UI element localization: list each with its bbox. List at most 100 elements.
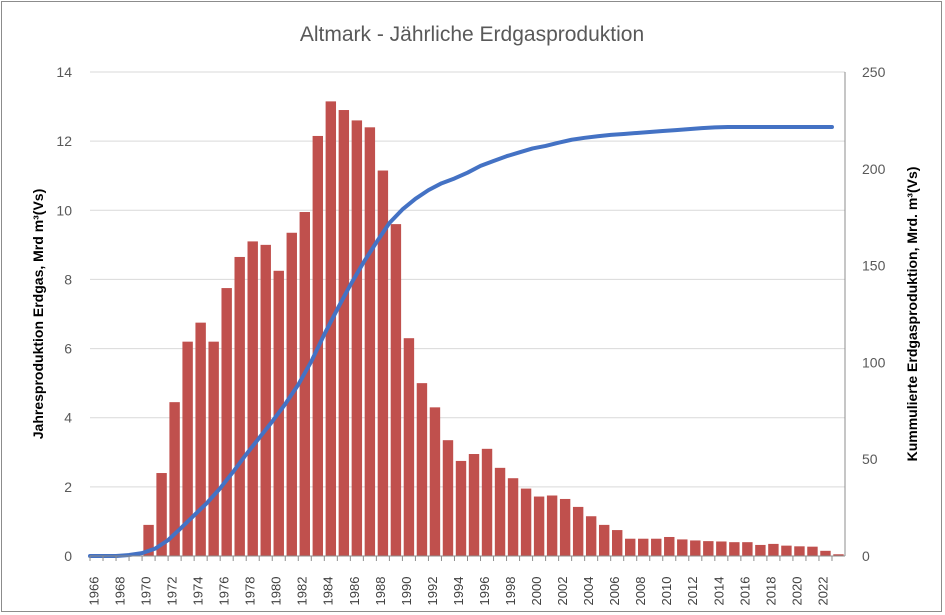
left-tick-label: 2: [64, 479, 72, 495]
left-axis-title: Jahresproduktion Erdgas, Mrd m³(Vs): [30, 189, 46, 439]
right-axis-ticks: 0 50 100 150 200 250: [862, 64, 886, 564]
right-tick-label: 150: [862, 258, 886, 274]
bar: [338, 110, 350, 557]
cumulative-production-line: [88, 124, 834, 558]
annual-production-bars: [143, 101, 844, 557]
bar: [755, 544, 766, 556]
left-tick-label: 4: [64, 410, 72, 426]
x-tick-label: 2006: [607, 577, 622, 606]
left-tick-label: 12: [56, 133, 72, 149]
cumulative-line: [88, 124, 834, 558]
bar: [377, 170, 389, 556]
x-tick-label: 1974: [191, 577, 206, 606]
bar: [625, 538, 636, 556]
x-tick-label: 1978: [243, 577, 258, 606]
bar: [221, 288, 232, 556]
bar: [820, 550, 831, 556]
x-tick-label: 1996: [477, 577, 492, 606]
bar: [690, 540, 701, 556]
bar: [794, 546, 805, 556]
bar: [703, 541, 714, 556]
x-tick-label: 2000: [529, 577, 544, 606]
bar: [481, 448, 493, 556]
bar: [234, 256, 245, 556]
bar: [716, 541, 727, 556]
left-tick-label: 0: [64, 548, 72, 564]
bar: [247, 241, 258, 556]
bar: [169, 402, 180, 556]
x-tick-label: 2016: [737, 577, 752, 606]
right-axis-title: Kummulierte Erdgasproduktion, Mrd. m³(Vs…: [904, 167, 920, 462]
bar: [520, 488, 532, 556]
x-tick-label: 1992: [425, 577, 440, 606]
x-tick-label: 2018: [763, 577, 778, 606]
x-tick-label: 1980: [269, 577, 284, 606]
x-tick-label: 1972: [165, 577, 180, 606]
bar: [156, 473, 167, 556]
bar: [729, 542, 740, 556]
bar: [429, 407, 441, 556]
x-tick-label: 1990: [399, 577, 414, 606]
x-tick-label: 2022: [815, 577, 830, 606]
x-tick-label: 2020: [789, 577, 804, 606]
x-tick-label: 2008: [633, 577, 648, 606]
bar: [807, 546, 818, 556]
x-tick-label: 1998: [503, 577, 518, 606]
bar: [507, 478, 519, 556]
bar: [208, 341, 219, 556]
bar: [677, 539, 688, 556]
axes: [89, 72, 846, 561]
right-tick-label: 50: [862, 451, 878, 467]
bar: [143, 524, 154, 556]
bar: [494, 467, 506, 556]
bar: [572, 506, 584, 556]
chart-title: Altmark - Jährliche Erdgasproduktion: [300, 23, 644, 46]
right-tick-label: 0: [862, 548, 870, 564]
x-axis-ticks: 1966 1968 1970 1972 1974 1976 1978 1980 1982 1984…: [86, 577, 830, 606]
bar: [260, 244, 271, 556]
x-tick-label: 2010: [659, 577, 674, 606]
bar: [364, 127, 376, 557]
x-tick-label: 1988: [373, 577, 388, 606]
x-tick-label: 1982: [295, 577, 310, 606]
bar: [416, 383, 428, 556]
right-tick-label: 100: [862, 354, 886, 370]
bar: [559, 498, 571, 556]
x-tick-label: 1970: [139, 577, 154, 606]
x-tick-label: 1986: [347, 577, 362, 606]
bar: [638, 538, 649, 556]
bar: [742, 542, 753, 556]
x-tick-label: 1984: [321, 577, 336, 606]
x-tick-label: 1968: [112, 577, 127, 606]
bar: [533, 496, 545, 556]
right-tick-label: 200: [862, 161, 886, 177]
x-tick-label: 2014: [711, 577, 726, 606]
bar: [195, 322, 206, 556]
bar: [403, 338, 415, 556]
bar: [468, 454, 480, 556]
bar: [299, 212, 310, 556]
x-tick-label: 2012: [685, 577, 700, 606]
right-tick-label: 250: [862, 64, 886, 80]
bar: [546, 495, 558, 556]
x-tick-label: 2002: [555, 577, 570, 606]
bar: [455, 460, 467, 556]
bar: [833, 554, 844, 556]
x-tick-label: 1976: [217, 577, 232, 606]
bar: [664, 536, 675, 556]
x-tick-label: 1966: [86, 577, 101, 606]
x-tick-label: 1994: [451, 577, 466, 606]
left-tick-label: 6: [64, 341, 72, 357]
bar: [442, 440, 454, 556]
bar: [768, 543, 779, 556]
bar: [390, 224, 402, 556]
left-tick-label: 8: [64, 271, 72, 287]
left-tick-label: 14: [56, 64, 72, 80]
bar: [585, 516, 597, 556]
bar: [182, 341, 193, 556]
x-tick-label: 2004: [581, 577, 596, 606]
left-axis-ticks: 0 2 4 6 8 10 12 14: [56, 64, 72, 564]
bar: [781, 545, 792, 556]
left-tick-label: 10: [56, 202, 72, 218]
